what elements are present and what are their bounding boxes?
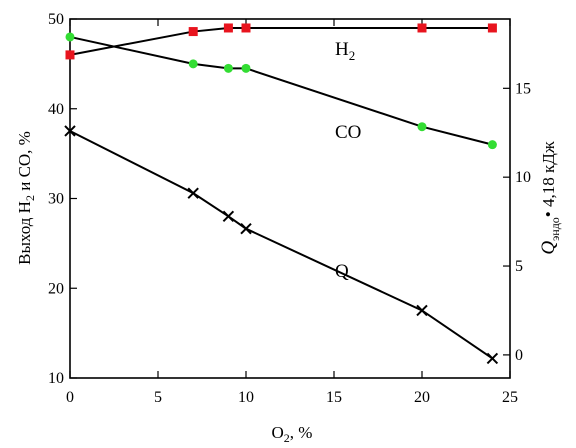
y-tick-label: 20	[48, 280, 64, 297]
point-h2	[487, 23, 497, 33]
x-axis: 0 5 10 15 20 25	[66, 19, 518, 406]
point-co	[188, 59, 198, 69]
series-labels: H2 CO Q	[335, 39, 361, 282]
point-co	[223, 63, 233, 73]
series-line-q	[69, 130, 493, 360]
y2-tick-label: 15	[515, 80, 531, 97]
x-tick-label: 25	[502, 389, 518, 406]
series-line-h	[69, 26, 493, 56]
point-q	[64, 125, 76, 137]
y-tick-label: 10	[48, 370, 64, 387]
y-tick-label: 40	[48, 101, 64, 118]
x-tick-label: 20	[414, 389, 430, 406]
y-axis-right: 0 5 10 15	[503, 80, 531, 364]
series-line-co	[69, 35, 493, 146]
point-h2	[65, 50, 75, 60]
point-co	[241, 63, 251, 73]
y2-tick-label: 0	[515, 347, 523, 364]
point-h2	[223, 23, 233, 33]
point-q	[222, 210, 235, 222]
y-axis-title-right: Qэндо• 4,18 кДж	[538, 141, 562, 254]
y-tick-label: 50	[48, 11, 64, 28]
point-co	[487, 140, 497, 150]
x-tick-label: 0	[66, 389, 74, 406]
series-label-q: Q	[335, 261, 349, 282]
series-label-co: CO	[335, 122, 361, 143]
x-tick-label: 15	[326, 389, 342, 406]
point-h2	[241, 23, 251, 33]
x-tick-label: 10	[238, 389, 254, 406]
x-tick-label: 5	[154, 389, 162, 406]
y-axis-title-left: Выход H2 и CO, %	[15, 131, 37, 265]
series-group	[64, 23, 499, 365]
point-q	[240, 223, 252, 235]
x-axis-title: O2, %	[272, 423, 313, 445]
point-h2	[417, 23, 427, 33]
point-co	[65, 32, 75, 42]
point-q	[416, 304, 428, 317]
point-q	[187, 187, 199, 199]
point-h2	[188, 27, 198, 37]
y-axis-left: 10 20 30 40 50	[48, 11, 77, 387]
y2-tick-label: 5	[515, 258, 523, 275]
y-tick-label: 30	[48, 191, 64, 208]
point-q	[486, 352, 499, 365]
y2-tick-label: 10	[515, 169, 531, 186]
plot-frame	[69, 18, 511, 379]
series-label-h: H2	[335, 39, 355, 63]
point-co	[417, 122, 427, 132]
